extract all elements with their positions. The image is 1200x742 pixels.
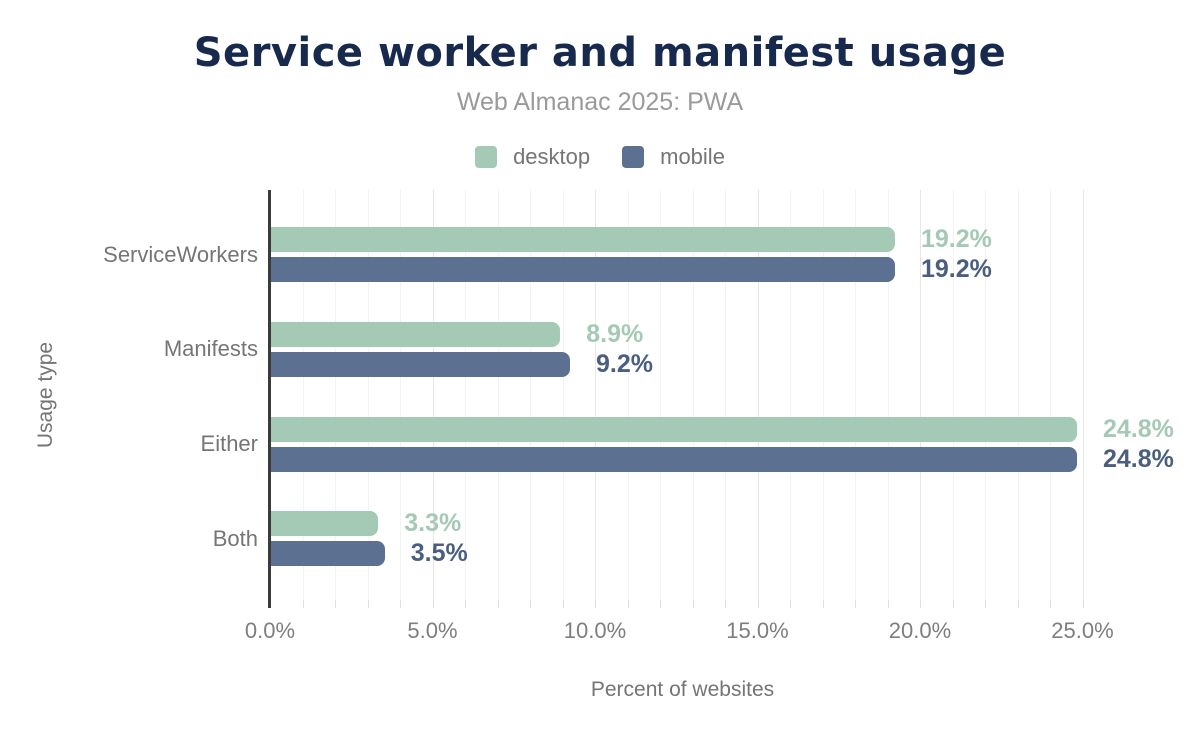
bar-desktop-both (271, 511, 379, 537)
x-tick-mark (660, 600, 661, 608)
gridline-major (920, 190, 921, 600)
bar-desktop-either (271, 416, 1077, 442)
y-axis-title: Usage type (34, 341, 57, 449)
x-tick-mark (1082, 600, 1084, 608)
x-tick-mark (822, 600, 824, 608)
gridline-minor (660, 190, 661, 600)
x-tick-mark (985, 600, 986, 608)
x-tick-mark (530, 600, 531, 608)
value-label-desktop-serviceworkers: 19.2% (921, 225, 992, 253)
x-tick-mark (302, 600, 304, 608)
bar-mobile-manifests (271, 351, 570, 377)
x-tick-mark (1017, 600, 1019, 608)
x-tick-mark (725, 600, 726, 608)
gridline-minor (855, 190, 856, 600)
gridline-minor (335, 190, 336, 600)
x-tick-mark (952, 600, 954, 608)
legend: desktop mobile (0, 142, 1200, 172)
chart-title: Service worker and manifest usage (193, 30, 1007, 76)
category-label-either: Either (200, 431, 258, 456)
bar-mobile-both (271, 541, 385, 567)
gridline-minor (1050, 190, 1051, 600)
bar-mobile-either (271, 446, 1077, 472)
value-label-mobile-either: 24.8% (1103, 444, 1174, 473)
legend-item-mobile: mobile (622, 144, 725, 170)
gridline-minor (985, 190, 986, 600)
legend-label-mobile: mobile (660, 144, 725, 169)
x-tick-label-0-0-: 0.0% (244, 618, 296, 643)
x-tick-mark (367, 600, 369, 608)
gridline-minor (725, 190, 726, 600)
value-label-mobile-manifests: 9.2% (596, 349, 653, 378)
x-tick-mark (757, 600, 759, 608)
x-axis-title: Percent of websites (590, 678, 775, 701)
x-tick-mark (497, 600, 499, 608)
gridline-major (595, 190, 596, 600)
x-tick-label-10-0-: 10.0% (563, 618, 627, 643)
x-tick-mark (855, 600, 856, 608)
value-label-desktop-manifests: 8.9% (586, 319, 644, 348)
gridline-minor (530, 190, 531, 600)
x-tick-mark (432, 600, 434, 608)
x-tick-mark (335, 600, 336, 608)
value-label-mobile-serviceworkers: 19.2% (921, 255, 992, 283)
gridline-minor (302, 190, 304, 600)
x-tick-mark (692, 600, 694, 608)
x-tick-label-15-0-: 15.0% (726, 618, 789, 643)
gridline-minor (497, 190, 499, 600)
x-tick-label-20-0-: 20.0% (888, 618, 952, 643)
gridline-minor (400, 190, 401, 600)
gridline-minor (627, 190, 629, 600)
category-label-both: Both (212, 525, 258, 551)
gridline-minor (1017, 190, 1019, 600)
value-label-desktop-both: 3.3% (404, 509, 462, 538)
legend-label-desktop: desktop (513, 144, 591, 169)
x-tick-mark (595, 600, 596, 608)
x-tick-mark (887, 600, 889, 608)
gridline-minor (465, 190, 466, 600)
gridline-major (432, 190, 434, 600)
gridline-minor (692, 190, 694, 600)
gridline-minor (822, 190, 824, 600)
legend-swatch-mobile (622, 146, 645, 168)
x-tick-label-5-0-: 5.0% (407, 618, 458, 643)
bar-desktop-manifests (271, 321, 561, 347)
x-tick-mark (1050, 600, 1051, 608)
legend-item-desktop: desktop (475, 144, 590, 170)
category-label-serviceworkers: ServiceWorkers (103, 241, 258, 267)
legend-swatch-desktop (475, 146, 498, 168)
x-tick-mark (627, 600, 629, 608)
bar-mobile-serviceworkers (271, 257, 895, 282)
x-tick-mark (920, 600, 921, 608)
x-tick-mark (400, 600, 401, 608)
y-axis-line (268, 190, 271, 608)
value-label-mobile-both: 3.5% (410, 539, 468, 568)
category-label-manifests: Manifests (163, 336, 258, 362)
bar-desktop-serviceworkers (271, 227, 895, 252)
gridline-minor (562, 190, 564, 600)
gridline-major (1082, 190, 1084, 600)
gridline-minor (887, 190, 889, 600)
x-tick-label-25-0-: 25.0% (1051, 618, 1114, 643)
x-tick-mark (790, 600, 791, 608)
gridline-minor (367, 190, 369, 600)
gridline-minor (952, 190, 954, 600)
chart-subtitle: Web Almanac 2025: PWA (456, 88, 744, 116)
x-tick-mark (465, 600, 466, 608)
gridline-major (757, 190, 759, 600)
value-label-desktop-either: 24.8% (1103, 414, 1174, 443)
x-tick-mark (562, 600, 564, 608)
gridline-minor (790, 190, 791, 600)
